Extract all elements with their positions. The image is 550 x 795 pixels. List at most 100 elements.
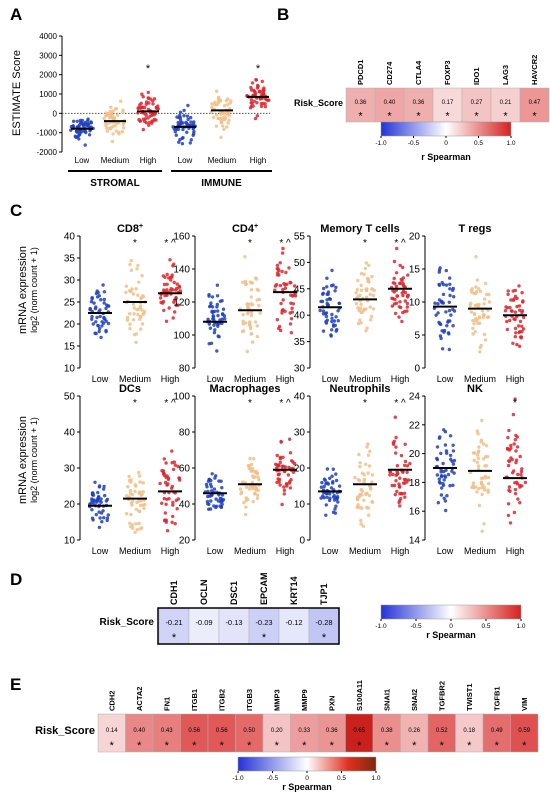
panel-c-dot — [206, 494, 210, 499]
panel-c-dot — [324, 481, 328, 486]
panel-c-dot — [394, 284, 399, 289]
panel-a-y-tick-label: 2000 — [39, 71, 57, 80]
panel-d-column-label: TJP1 — [319, 583, 329, 605]
panel-c-dot — [96, 290, 100, 295]
panel-c-dot — [173, 310, 177, 314]
panel-c-y-tick-label: 30 — [64, 276, 76, 287]
panel-c-dot — [325, 285, 329, 289]
panel-c-dot — [238, 487, 243, 491]
panel-c-dot — [282, 492, 286, 496]
panel-e-column-label: CDH2 — [107, 691, 116, 711]
panel-c-dot — [327, 498, 332, 503]
panel-c-dot — [167, 497, 171, 501]
panel-c-dot — [124, 512, 129, 516]
panel-c-dot — [132, 306, 136, 310]
panel-e-heat-cell — [400, 713, 429, 753]
panel-c-dot — [136, 263, 140, 268]
panel-c-dot — [283, 286, 288, 290]
panel-a-dot — [181, 127, 185, 132]
panel-c-dot — [512, 510, 517, 515]
panel-c-dot — [483, 476, 488, 480]
panel-e-heat-cell — [97, 713, 126, 753]
panel-c-dot — [89, 300, 94, 304]
panel-c-dot — [162, 289, 167, 293]
panel-c-dot — [519, 473, 523, 477]
panel-c-dot — [358, 461, 362, 465]
panel-c-dot — [399, 305, 403, 310]
panel-a-dot — [119, 99, 123, 103]
panel-e-cell-value: 0.59 — [518, 728, 530, 734]
panel-c-dot — [483, 338, 488, 342]
panel-c-dot — [515, 304, 519, 309]
panel-c-y-tick-label: 10 — [409, 298, 421, 309]
panel-c-significance-mark: * ^ — [394, 238, 406, 249]
panel-c-title-superscript: + — [139, 223, 143, 230]
panel-c-dot — [216, 313, 220, 318]
panel-a-dot — [111, 109, 115, 113]
panel-c-dot — [508, 489, 512, 493]
panel-a-dot — [229, 99, 233, 103]
panel-d-colorbar-tick-label: -1.0 — [375, 623, 387, 630]
panel-c-dot — [447, 332, 451, 336]
panel-c-dot — [290, 294, 295, 298]
panel-c-dot — [403, 299, 407, 303]
panel-c-dot — [322, 484, 326, 489]
panel-a-dot — [151, 102, 155, 106]
panel-a-dot — [151, 99, 155, 103]
panel-c-significance-mark: * — [248, 238, 252, 249]
panel-c-dot — [324, 314, 329, 319]
panel-c-significance-mark: * — [513, 398, 517, 409]
panel-c-dot — [288, 437, 292, 441]
panel-b-row-label: Risk_Score — [294, 98, 343, 108]
panel-c-dot — [279, 439, 283, 444]
panel-c-dot — [357, 452, 361, 457]
panel-a-dot — [138, 103, 142, 107]
panel-c-dot — [90, 296, 94, 300]
panel-c-dot — [506, 463, 511, 468]
panel-c-dot — [243, 255, 247, 259]
panel-c-dot — [452, 295, 456, 299]
panel-c-dot — [439, 451, 443, 456]
panel-e-significance-mark: * — [275, 740, 280, 752]
panel-c-x-label: High — [276, 374, 295, 384]
panel-label-b: B — [277, 5, 289, 24]
panel-c-dot — [171, 500, 175, 505]
panel-c-dot — [249, 288, 254, 292]
panel-c-y-tick-label: 40 — [179, 500, 191, 511]
panel-c-dot — [367, 464, 372, 468]
panel-c-dot — [249, 462, 254, 467]
panel-a-ylabel: ESTIMATE Score — [11, 50, 23, 136]
panel-c-significance-mark: * — [133, 398, 137, 409]
panel-c-dot — [275, 318, 279, 322]
panel-e-colorbar-tick-label: -0.5 — [267, 775, 279, 782]
panel-c-y-tick-label: 16 — [409, 507, 421, 518]
panel-c-dot — [138, 304, 143, 309]
panel-c-dot — [401, 265, 405, 270]
panel-c-y-tick-label: 160 — [173, 232, 190, 243]
panel-c-dot — [330, 319, 334, 324]
panel-c-subplot-title: T regs — [458, 223, 491, 235]
panel-c-dot — [398, 300, 402, 304]
panel-c-dot — [255, 334, 259, 339]
panel-c-dot — [141, 490, 145, 494]
panel-a-dot — [144, 102, 148, 107]
panel-c-dot — [282, 488, 287, 492]
panel-c-dot — [448, 453, 453, 458]
panel-c-dot — [97, 329, 101, 334]
panel-label-c: C — [10, 201, 22, 220]
panel-a-dot — [184, 120, 188, 125]
panel-c-dot — [451, 483, 455, 487]
panel-c-y-tick-label: 100 — [173, 392, 190, 403]
panel-c-dot — [331, 324, 336, 328]
panel-a-dot — [146, 116, 150, 120]
panel-c-dot — [403, 477, 408, 482]
panel-c-dot — [482, 522, 486, 526]
panel-c-dot — [474, 291, 478, 296]
panel-c-y-tick-label: 40 — [294, 311, 306, 322]
panel-c-dot — [435, 473, 440, 477]
panel-c-dot — [368, 305, 372, 309]
panel-c-y-tick-label: 20 — [64, 500, 76, 511]
panel-a-dot — [105, 126, 109, 130]
panel-b-colorbar-tick-label: 0.5 — [474, 140, 483, 147]
panel-a-dot — [249, 88, 254, 92]
